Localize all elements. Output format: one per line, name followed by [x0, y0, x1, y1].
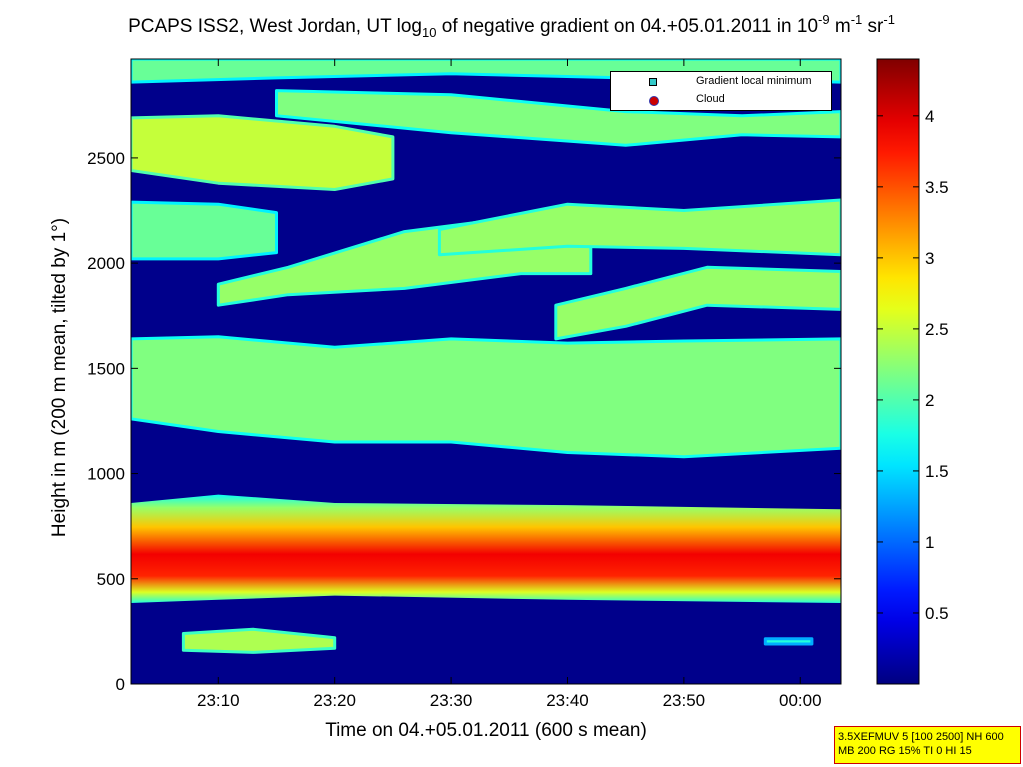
x-axis-label: Time on 04.+05.01.2011 (600 s mean) [325, 720, 647, 741]
y-axis-label: Height in m (200 m mean, tilted by 1°) [49, 218, 70, 537]
x-axis: 23:10 23:20 23:30 23:40 23:50 00:00 [197, 59, 822, 710]
colorbar-gradient [876, 58, 920, 685]
heatmap-layer [181, 627, 337, 654]
heatmap-layer [437, 198, 841, 257]
x-tick-label: 23:40 [546, 691, 589, 710]
colorbar-tick-label: 3.5 [925, 178, 949, 197]
colorbar-tick-label: 4 [925, 107, 934, 126]
x-tick-label: 23:30 [430, 691, 473, 710]
heatmap-layer [131, 494, 841, 603]
colorbar-tick-label: 1.5 [925, 462, 949, 481]
colorbar: 0.5 1 1.5 2 2.5 3 3.5 4 [876, 58, 949, 685]
colorbar-tick-label: 3 [925, 249, 934, 268]
colorbar-tick-label: 2 [925, 391, 934, 410]
y-tick-label: 500 [97, 570, 125, 589]
colorbar-tick-label: 2.5 [925, 320, 949, 339]
y-tick-label: 1000 [87, 465, 125, 484]
y-tick-label: 1500 [87, 359, 125, 378]
x-tick-label: 23:10 [197, 691, 240, 710]
info-line-1: 3.5XEFMUV 5 [100 2500] NH 600 [838, 731, 1004, 743]
heatmap-layer [763, 637, 814, 646]
legend-item-gradient-local-minimum: Gradient local minimum [611, 73, 831, 91]
x-tick-label: 23:20 [313, 691, 356, 710]
chart-legend: Gradient local minimum Cloud [610, 71, 832, 111]
heatmap-layer [131, 114, 395, 191]
heatmap-layer [554, 265, 841, 341]
legend-square-icon [649, 78, 657, 86]
heatmap-layer [131, 335, 841, 459]
plot-area [130, 58, 842, 685]
legend-label: Cloud [696, 93, 725, 105]
plot-frame [130, 58, 842, 685]
y-axis: 0 500 1000 1500 2000 2500 [87, 149, 841, 694]
y-tick-label: 0 [116, 675, 125, 694]
colorbar-tick-label: 1 [925, 533, 934, 552]
chart-title: PCAPS ISS2, West Jordan, UT log10 of neg… [128, 12, 895, 40]
info-line-2: MB 200 RG 15% TI 0 HI 15 [838, 745, 972, 757]
y-tick-label: 2000 [87, 254, 125, 273]
legend-circle-icon [649, 96, 659, 106]
x-tick-label: 23:50 [663, 691, 706, 710]
info-box: 3.5XEFMUV 5 [100 2500] NH 600 MB 200 RG … [834, 726, 1021, 764]
heatmap-layer [131, 200, 278, 261]
legend-item-cloud: Cloud [611, 91, 831, 109]
heatmap-layer [275, 89, 841, 147]
colorbar-tick-label: 0.5 [925, 604, 949, 623]
y-tick-label: 2500 [87, 149, 125, 168]
x-tick-label: 00:00 [779, 691, 822, 710]
legend-label: Gradient local minimum [696, 75, 812, 87]
